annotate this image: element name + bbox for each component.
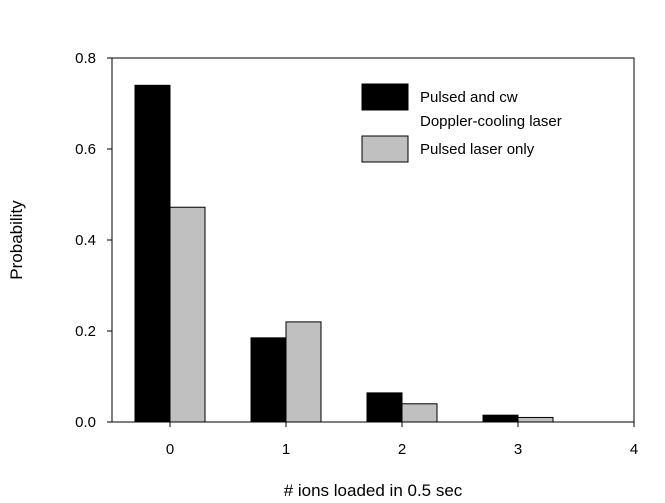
y-axis: 0.0 0.2 0.4 0.6 0.8: [75, 50, 112, 431]
bar-series2-cat2: [401, 403, 438, 423]
legend-label-series1: Doppler-cooling laser: [420, 113, 562, 130]
bar-series1-cat1: [250, 337, 287, 423]
legend-label-series1: Pulsed and cw: [420, 89, 518, 106]
x-axis: 0 1 2 3 4: [166, 422, 638, 458]
x-tick-label: 4: [630, 441, 638, 458]
bar-series1-cat3: [482, 414, 519, 423]
y-axis-label: Probability: [7, 200, 26, 280]
legend-label-series2: Pulsed laser only: [420, 141, 535, 158]
bar-series1-cat2: [366, 392, 403, 423]
x-tick-label: 1: [282, 441, 290, 458]
legend: Pulsed and cw Doppler-cooling laser Pulsed…: [361, 83, 562, 163]
bar-series2-cat3: [517, 416, 554, 423]
x-tick-label: 2: [398, 441, 406, 458]
y-tick-label: 0.6: [75, 141, 96, 158]
bar-series1-cat0: [134, 84, 171, 423]
y-tick-label: 0.2: [75, 323, 96, 340]
x-tick-label: 0: [166, 441, 174, 458]
y-tick-label: 0.8: [75, 50, 96, 67]
y-tick-label: 0.0: [75, 414, 96, 431]
bars-layer: [134, 84, 554, 423]
legend-swatch-series2: [361, 135, 409, 163]
bar-series2-cat0: [169, 206, 206, 423]
x-axis-label: # ions loaded in 0.5 sec: [284, 481, 463, 500]
x-tick-label: 3: [514, 441, 522, 458]
bar-series2-cat1: [285, 321, 322, 423]
y-tick-label: 0.4: [75, 232, 96, 249]
legend-swatch-series1: [361, 83, 409, 111]
